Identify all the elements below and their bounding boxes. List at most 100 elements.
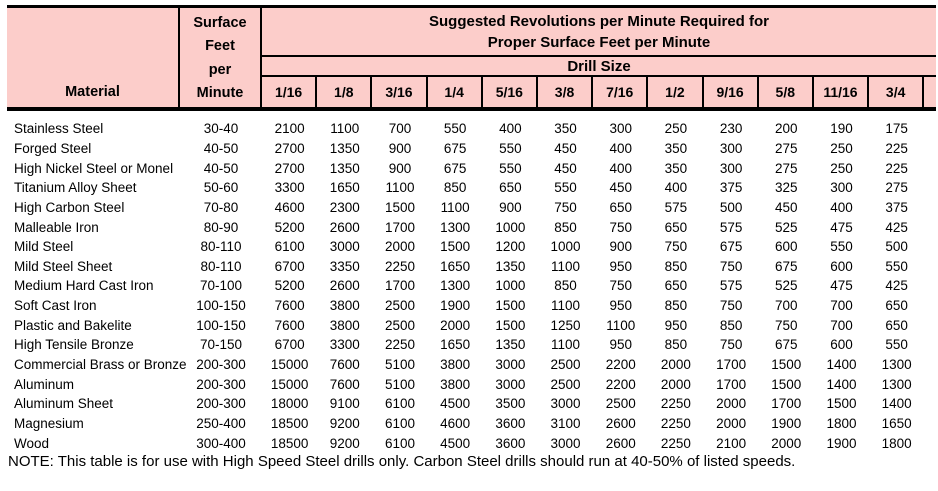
material-cell: Forged Steel [14, 140, 92, 156]
surface-feet-cell: 200-300 [196, 357, 246, 372]
rpm-cell: 2500 [550, 376, 581, 392]
rpm-cell: 1100 [440, 199, 470, 215]
rpm-cell: 650 [664, 219, 688, 235]
rpm-cell: 2700 [274, 160, 305, 176]
drill-size-header-5-8: 5/8 [759, 77, 814, 107]
material-cell: Titanium Alloy Sheet [14, 180, 137, 196]
rpm-cell: 6100 [384, 435, 415, 451]
rpm-cell: 3000 [495, 376, 526, 392]
rpm-cell: 750 [554, 199, 577, 215]
surface-feet-cell: 80-110 [200, 239, 242, 255]
rpm-cell: 600 [830, 258, 853, 274]
rpm-cell: 1500 [495, 317, 526, 333]
rpm-cell: 450 [554, 140, 577, 156]
rpm-cell: 1650 [440, 337, 471, 353]
rpm-cell: 1000 [495, 219, 526, 235]
drill-size-header-9-16: 9/16 [704, 77, 759, 107]
rpm-cell: 375 [885, 199, 908, 215]
rpm-cell: 425 [885, 278, 908, 294]
rpm-cell: 3000 [550, 396, 581, 412]
material-cell: Soft Cast Iron [14, 298, 97, 314]
rpm-cell: 3000 [329, 239, 360, 255]
rpm-cell: 850 [664, 258, 688, 274]
rpm-cell: 750 [719, 258, 743, 274]
rpm-cell: 2700 [274, 140, 305, 156]
rpm-cell: 3800 [440, 376, 471, 392]
footer-note: NOTE: This table is for use with High Sp… [8, 453, 796, 470]
rpm-cell: 190 [830, 121, 853, 137]
rpm-cell: 1350 [329, 160, 360, 176]
table-title: Suggested Revolutions per Minute Require… [262, 8, 936, 57]
table-row: Soft Cast Iron 100-150 7600 3800 2500 1900 150… [7, 296, 936, 316]
rpm-cell: 1350 [495, 258, 526, 274]
rpm-cell: 5200 [274, 219, 305, 235]
rpm-cell: 2100 [274, 121, 305, 137]
rpm-cell: 2250 [660, 415, 691, 431]
rpm-cell: 1300 [881, 376, 912, 392]
rpm-cell: 1000 [495, 278, 526, 294]
rpm-cell: 525 [775, 278, 798, 294]
rpm-cell: 250 [830, 140, 853, 156]
rpm-cell: 230 [719, 121, 743, 137]
rpm-cell: 1500 [495, 298, 526, 314]
rpm-cell: 300 [830, 180, 853, 196]
rpm-cell: 400 [609, 160, 632, 176]
rpm-cell: 1100 [551, 337, 581, 353]
rpm-cell: 1700 [384, 278, 415, 294]
rpm-cell: 275 [885, 180, 908, 196]
rpm-cell: 2200 [605, 376, 636, 392]
rpm-cell: 650 [885, 298, 908, 314]
surface-feet-cell: 250-400 [196, 415, 246, 431]
rpm-cell: 675 [443, 160, 467, 176]
table-row: Magnesium 250-400 18500 9200 6100 4600 3600 310… [7, 414, 936, 434]
surface-feet-cell: 200-300 [196, 376, 246, 392]
rpm-cell: 850 [719, 317, 743, 333]
surface-feet-cell: 40-50 [203, 160, 239, 176]
rpm-cell: 1100 [606, 317, 636, 333]
rpm-cell: 1500 [771, 357, 802, 372]
rpm-cell: 3600 [495, 415, 526, 431]
table-row: Aluminum Sheet 200-300 18000 9100 6100 4500 35… [7, 394, 936, 414]
rpm-cell: 850 [554, 219, 577, 235]
rpm-cell: 300 [719, 140, 743, 156]
rpm-cell: 1100 [330, 121, 360, 137]
material-cell: High Nickel Steel or Monel [14, 160, 174, 176]
material-cell: Malleable Iron [14, 219, 99, 235]
rpm-cell: 900 [499, 199, 522, 215]
rpm-cell: 1100 [551, 298, 581, 314]
rpm-cell: 900 [388, 160, 412, 176]
rpm-cell: 7600 [274, 317, 305, 333]
surface-feet-cell: 70-100 [199, 278, 243, 294]
rpm-cell: 550 [830, 239, 853, 255]
rpm-cell: 3300 [329, 337, 360, 353]
rpm-cell: 450 [775, 199, 798, 215]
rpm-cell: 1650 [329, 180, 360, 196]
rpm-cell: 400 [664, 180, 688, 196]
rpm-cell: 2000 [660, 376, 691, 392]
rpm-cell: 2250 [384, 337, 415, 353]
rpm-cell: 2300 [329, 199, 360, 215]
rpm-cell: 550 [554, 180, 577, 196]
drill-size-group-header: Drill Size [262, 57, 936, 77]
rpm-cell: 300 [719, 160, 743, 176]
rpm-cell: 700 [388, 121, 412, 137]
material-cell: Magnesium [14, 415, 84, 431]
rpm-cell: 850 [664, 298, 688, 314]
rpm-cell: 275 [775, 160, 798, 176]
rpm-cell: 1650 [440, 258, 471, 274]
rpm-cell: 3350 [329, 258, 360, 274]
rpm-cell: 1900 [826, 435, 857, 451]
rpm-cell: 3600 [495, 435, 526, 451]
rpm-cell: 2000 [716, 415, 747, 431]
surface-feet-cell: 40-50 [203, 140, 239, 156]
surface-feet-cell: 80-90 [203, 219, 239, 235]
surface-feet-cell: 70-80 [203, 199, 239, 215]
table-row: Mild Steel 80-110 6100 3000 2000 1500 1200 1000… [7, 237, 936, 257]
rpm-cell: 4500 [440, 396, 471, 412]
rpm-cell: 18500 [270, 435, 309, 451]
table-row: Aluminum 200-300 15000 7600 5100 3800 3000 2500… [7, 374, 936, 394]
rpm-cell: 3000 [495, 357, 526, 372]
rpm-cell: 400 [499, 121, 522, 137]
material-cell: Mild Steel Sheet [14, 258, 113, 274]
rpm-cell: 7600 [329, 357, 360, 372]
